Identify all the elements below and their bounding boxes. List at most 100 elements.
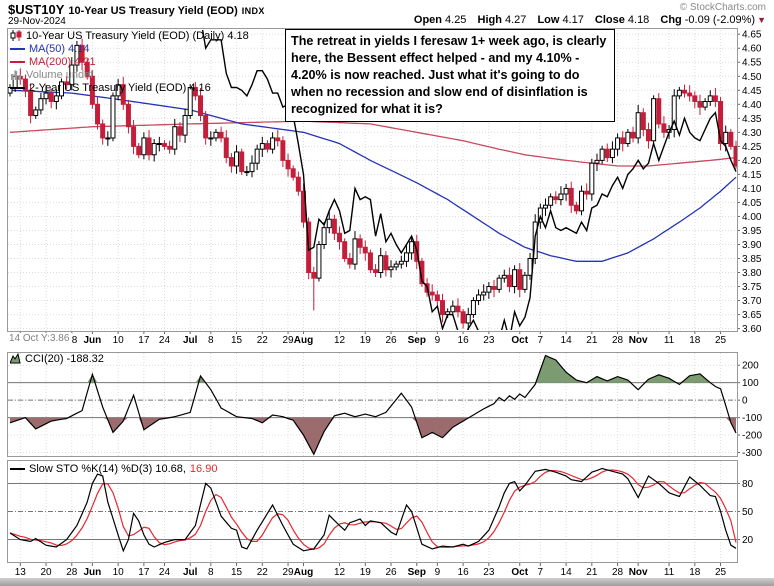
svg-text:4.35: 4.35 [742, 114, 762, 125]
svg-text:28: 28 [66, 567, 78, 578]
ma200-line [9, 120, 737, 167]
svg-text:10: 10 [113, 335, 125, 346]
legend-cci-label: CCI(20) -188.32 [25, 352, 104, 365]
legend-ma50-label: MA(50) 4.14 [29, 42, 90, 55]
cci-line [9, 354, 737, 456]
svg-text:29: 29 [282, 567, 294, 578]
svg-text:25: 25 [715, 335, 727, 346]
cci-panel [8, 354, 737, 456]
svg-text:20: 20 [742, 535, 754, 546]
svg-text:11: 11 [664, 567, 675, 578]
low-value: 4.17 [562, 14, 584, 26]
sto-panel [8, 467, 737, 553]
svg-text:9: 9 [435, 335, 441, 346]
svg-text:3.65: 3.65 [742, 310, 762, 321]
svg-text:22: 22 [257, 567, 269, 578]
svg-text:15: 15 [231, 335, 243, 346]
svg-text:14: 14 [561, 335, 573, 346]
cci-area-positive [10, 355, 736, 383]
x-axis-top: 132028Jun101724Jul8152229Aug121926Sep916… [15, 331, 727, 346]
chg-label: Chg [660, 14, 682, 26]
close-label: Close [594, 14, 625, 26]
svg-text:7: 7 [538, 567, 544, 578]
two-year-line-icon [10, 86, 25, 89]
y-axis-main: 4.65 4.60 4.55 4.50 4.45 4.40 4.35 4.30 4.25 4.20… [737, 30, 762, 335]
svg-text:-200: -200 [742, 431, 762, 442]
header: $UST10Y 10-Year US Treasury Yield (EOD) IN… [8, 1, 265, 19]
exchange-label: INDX [241, 6, 265, 16]
legend-ma50: MA(50) 4.14 [10, 42, 90, 55]
chg-down-arrow-icon: ▼ [757, 15, 766, 25]
svg-text:17: 17 [138, 335, 150, 346]
legend-price-label: 10-Year US Treasury Yield (EOD) (Daily) … [26, 29, 249, 42]
svg-text:26: 26 [385, 335, 397, 346]
svg-text:19: 19 [360, 567, 372, 578]
svg-text:Jun: Jun [83, 335, 101, 346]
ma50-line-icon [10, 47, 25, 50]
legend-2y: 2-Year US Treasury Yield (EOD) 4.16 [10, 81, 211, 94]
x-axis-bottom: 13 20 28 Jun 10 17 24 Jul 8 15 22 29 Aug 12 19 26 Sep 9 16… [15, 563, 727, 578]
legend-price: 10-Year US Treasury Yield (EOD) (Daily) … [10, 29, 249, 42]
open-value: 4.25 [445, 14, 467, 26]
cci-area-negative [10, 417, 736, 455]
svg-text:21: 21 [586, 567, 598, 578]
svg-text:23: 23 [483, 567, 495, 578]
legend-ma200-label: MA(200) 4.21 [29, 55, 96, 68]
svg-text:-100: -100 [742, 413, 762, 424]
legend-volume-label: Volume undef [26, 68, 94, 81]
svg-text:4.25: 4.25 [742, 142, 762, 153]
svg-text:12: 12 [334, 567, 346, 578]
svg-text:Nov: Nov [629, 567, 648, 578]
open-label: Open [413, 14, 443, 26]
svg-text:3.95: 3.95 [742, 226, 762, 237]
svg-text:Jul: Jul [183, 567, 198, 578]
svg-text:28: 28 [612, 335, 624, 346]
page-title: 10-Year US Treasury Yield (EOD) [68, 5, 238, 17]
svg-text:19: 19 [360, 335, 372, 346]
legend-ma200: MA(200) 4.21 [10, 55, 96, 68]
legend-sto: Slow STO %K(14) %D(3) 10.68, 16.90 [10, 462, 217, 475]
quote-bar: Open 4.25 High 4.27 Low 4.17 Close 4.18 Chg -… [406, 14, 766, 26]
svg-text:18: 18 [689, 335, 701, 346]
svg-text:21: 21 [586, 335, 598, 346]
legend-sto-k-label: Slow STO %K(14) %D(3) 10.68, [29, 462, 186, 475]
legend-2y-label: 2-Year US Treasury Yield (EOD) 4.16 [29, 81, 211, 94]
high-label: High [477, 14, 502, 26]
panel-borders [7, 28, 738, 563]
svg-text:Aug: Aug [294, 567, 313, 578]
volume-bars-icon [11, 70, 21, 80]
svg-text:13: 13 [15, 567, 27, 578]
svg-text:24: 24 [159, 335, 171, 346]
svg-text:23: 23 [483, 335, 495, 346]
low-label: Low [537, 14, 560, 26]
window-bottom-bar [0, 578, 774, 586]
svg-text:100: 100 [742, 378, 759, 389]
svg-text:Sep: Sep [408, 335, 426, 346]
svg-text:-300: -300 [742, 448, 762, 459]
area-icon [10, 353, 21, 364]
svg-text:4.10: 4.10 [742, 184, 762, 195]
svg-text:10: 10 [113, 567, 125, 578]
svg-text:4.65: 4.65 [742, 30, 762, 41]
svg-text:18: 18 [689, 567, 701, 578]
svg-text:11: 11 [664, 335, 675, 346]
svg-text:8: 8 [208, 335, 214, 346]
annotation-note: The retreat in yields I feresaw 1+ week … [285, 29, 615, 122]
svg-text:Aug: Aug [294, 335, 313, 346]
legend-cci: CCI(20) -188.32 [10, 352, 104, 365]
svg-text:24: 24 [159, 567, 171, 578]
svg-text:22: 22 [257, 335, 269, 346]
svg-text:12: 12 [334, 335, 346, 346]
svg-text:Nov: Nov [629, 335, 648, 346]
two-year-line [201, 30, 737, 330]
svg-text:80: 80 [742, 479, 754, 490]
svg-text:3.75: 3.75 [742, 282, 762, 293]
svg-text:3.70: 3.70 [742, 296, 762, 307]
svg-text:4.45: 4.45 [742, 86, 762, 97]
svg-text:8: 8 [208, 567, 214, 578]
svg-text:0: 0 [742, 396, 748, 407]
sto-k-line [9, 467, 737, 553]
svg-text:4.00: 4.00 [742, 212, 762, 223]
